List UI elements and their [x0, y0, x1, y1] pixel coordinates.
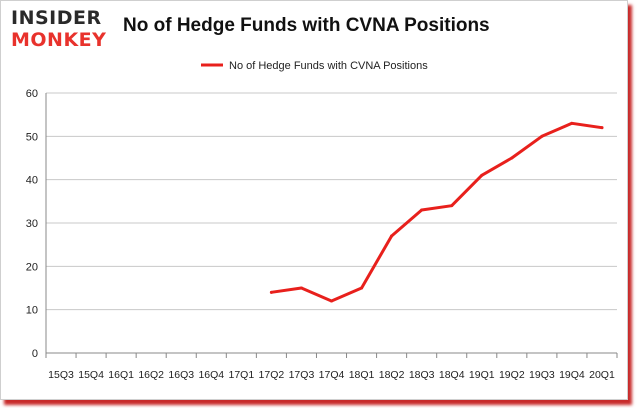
x-tick-label: 17Q4 [319, 369, 345, 381]
x-tick-label: 15Q3 [48, 369, 74, 381]
x-tick-label: 18Q1 [349, 369, 375, 381]
data-point [510, 156, 514, 160]
logo-line-insider: INSIDER [11, 7, 102, 29]
data-point [360, 286, 364, 290]
x-tick-label: 17Q2 [259, 369, 285, 381]
x-tick-label: 16Q2 [138, 369, 164, 381]
x-tick-label: 19Q4 [559, 369, 585, 381]
y-tick-label: 40 [26, 175, 38, 187]
data-point [299, 286, 303, 290]
data-point [450, 204, 454, 208]
y-tick-label: 20 [26, 261, 38, 273]
x-tick-label: 19Q3 [529, 369, 555, 381]
y-tick-label: 50 [26, 131, 38, 143]
x-tick-label: 16Q3 [168, 369, 194, 381]
x-tick-label: 18Q4 [439, 369, 465, 381]
line-chart: 0 10 20 30 40 50 60 15Q3 15Q4 16Q1 16Q2 16Q3 16Q4 17Q… [26, 60, 618, 381]
chart-frame: INSIDER MONKEY No of Hedge Funds with CV… [0, 0, 628, 400]
data-point [540, 134, 544, 138]
insider-monkey-logo: INSIDER MONKEY [11, 5, 121, 53]
x-tick-label: 18Q2 [379, 369, 405, 381]
x-tick-label: 16Q1 [108, 369, 134, 381]
x-tick-label: 17Q3 [289, 369, 315, 381]
logo-line-monkey: MONKEY [11, 29, 107, 51]
y-tick-label: 30 [26, 218, 38, 230]
x-tick-label: 18Q3 [409, 369, 435, 381]
x-tick-label: 19Q1 [469, 369, 495, 381]
data-point [390, 234, 394, 238]
data-point [570, 121, 574, 125]
x-tick-label: 17Q1 [228, 369, 254, 381]
chart-title: No of Hedge Funds with CVNA Positions [123, 15, 490, 36]
data-point [480, 173, 484, 177]
x-tick-label: 19Q2 [499, 369, 525, 381]
data-point [600, 126, 604, 130]
y-tick-label: 0 [32, 348, 38, 360]
x-tick-label: 15Q4 [78, 369, 104, 381]
data-point [420, 208, 424, 212]
y-tick-label: 60 [26, 88, 38, 100]
y-tick-label: 10 [26, 305, 38, 317]
data-point [269, 290, 273, 294]
legend-label: No of Hedge Funds with CVNA Positions [229, 60, 428, 72]
x-tick-label: 16Q4 [198, 369, 224, 381]
data-point [330, 299, 333, 303]
x-tick-label: 20Q1 [589, 369, 615, 381]
series-line [269, 121, 604, 303]
